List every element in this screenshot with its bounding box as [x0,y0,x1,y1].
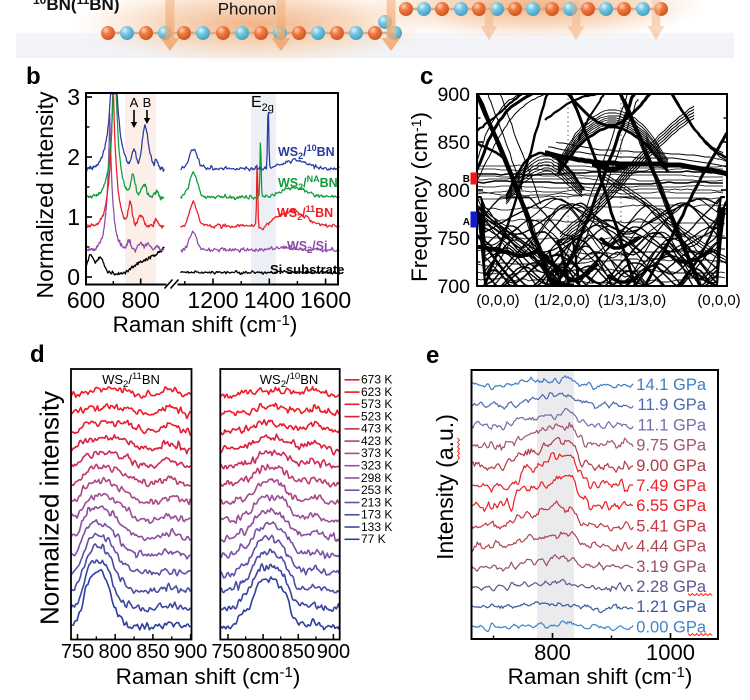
svg-text:11.1 GPa: 11.1 GPa [638,416,707,434]
svg-text:3: 3 [67,84,80,110]
svg-text:800: 800 [437,180,470,202]
svg-text:1.21 GPa: 1.21 GPa [636,598,707,616]
svg-text:750: 750 [211,641,244,663]
svg-text:600: 600 [67,287,105,313]
svg-text:213 K: 213 K [361,495,392,509]
svg-text:(1/2,0,0): (1/2,0,0) [534,292,590,309]
svg-text:800: 800 [122,287,160,313]
svg-text:WS2/Si: WS2/Si [287,239,327,255]
svg-text:800: 800 [99,641,132,663]
svg-text:77 K: 77 K [361,532,386,546]
svg-text:7.49 GPa: 7.49 GPa [636,477,707,495]
svg-text:14.1 GPa: 14.1 GPa [636,376,707,394]
svg-text:WS2/NABN: WS2/NABN [278,174,338,192]
svg-text:Raman shift (cm-1): Raman shift (cm-1) [116,664,301,689]
svg-text:Intensity (a.u.): Intensity (a.u.) [432,414,458,560]
svg-text:Normalized intensity: Normalized intensity [35,391,65,625]
svg-text:1600: 1600 [300,287,351,313]
svg-text:133 K: 133 K [361,520,392,534]
svg-text:800: 800 [246,641,279,663]
svg-text:Frequency (cm-1): Frequency (cm-1) [407,112,432,282]
svg-text:0: 0 [67,264,80,290]
svg-text:623 K: 623 K [361,385,392,399]
svg-text:B: B [463,174,470,185]
svg-text:323 K: 323 K [361,459,392,473]
svg-text:5.41 GPa: 5.41 GPa [636,517,707,535]
svg-text:10BN(11BN): 10BN(11BN) [33,0,119,14]
svg-text:750: 750 [61,641,94,663]
svg-text:1400: 1400 [244,287,295,313]
svg-text:d: d [30,341,45,368]
svg-text:Phonon: Phonon [218,0,277,19]
svg-text:WS2/11BN: WS2/11BN [277,204,333,222]
svg-text:c: c [420,63,433,90]
svg-text:9.75 GPa: 9.75 GPa [636,437,707,455]
svg-text:Si substrate: Si substrate [270,262,344,277]
svg-text:(0,0,0): (0,0,0) [476,292,519,309]
svg-text:Normalized intensity: Normalized intensity [32,91,58,299]
svg-text:0.00 GPa: 0.00 GPa [636,618,707,636]
svg-text:298 K: 298 K [361,471,392,485]
svg-text:A: A [463,217,470,228]
svg-text:B: B [143,95,152,110]
svg-text:(1/3,1/3,0): (1/3,1/3,0) [598,292,666,309]
svg-text:2.28 GPa: 2.28 GPa [636,578,707,596]
svg-text:253 K: 253 K [361,483,392,497]
svg-text:573 K: 573 K [361,397,392,411]
svg-text:673 K: 673 K [361,373,392,387]
svg-text:1: 1 [67,204,80,230]
svg-text:1200: 1200 [187,287,238,313]
svg-text:WS2/10BN: WS2/10BN [260,371,319,390]
svg-text:2: 2 [67,144,80,170]
svg-text:800: 800 [534,640,571,665]
svg-text:750: 750 [437,228,470,250]
svg-text:11.9 GPa: 11.9 GPa [638,396,707,414]
svg-text:e: e [426,342,439,369]
svg-text:473 K: 473 K [361,422,392,436]
svg-text:900: 900 [174,641,207,663]
svg-text:A: A [130,95,139,110]
svg-text:WS2/10BN: WS2/10BN [278,143,335,161]
svg-text:9.00 GPa: 9.00 GPa [636,457,707,475]
svg-text:700: 700 [437,276,470,298]
svg-text:900: 900 [317,641,350,663]
svg-text:4.44 GPa: 4.44 GPa [636,538,707,556]
svg-text:523 K: 523 K [361,409,392,423]
svg-text:373 K: 373 K [361,446,392,460]
svg-text:850: 850 [282,641,315,663]
svg-text:850: 850 [437,132,470,154]
svg-text:b: b [26,63,41,90]
svg-text:6.55 GPa: 6.55 GPa [636,497,707,515]
svg-text:173 K: 173 K [361,508,392,522]
svg-text:WS2/11BN: WS2/11BN [102,371,160,390]
svg-text:423 K: 423 K [361,434,392,448]
svg-text:Raman shift (cm-1): Raman shift (cm-1) [508,664,693,689]
svg-text:(0,0,0): (0,0,0) [697,292,740,309]
svg-text:900: 900 [437,84,470,106]
svg-text:1000: 1000 [646,640,695,665]
svg-text:3.19 GPa: 3.19 GPa [636,558,707,576]
svg-text:850: 850 [136,641,169,663]
svg-text:Raman shift (cm-1): Raman shift (cm-1) [113,312,298,337]
